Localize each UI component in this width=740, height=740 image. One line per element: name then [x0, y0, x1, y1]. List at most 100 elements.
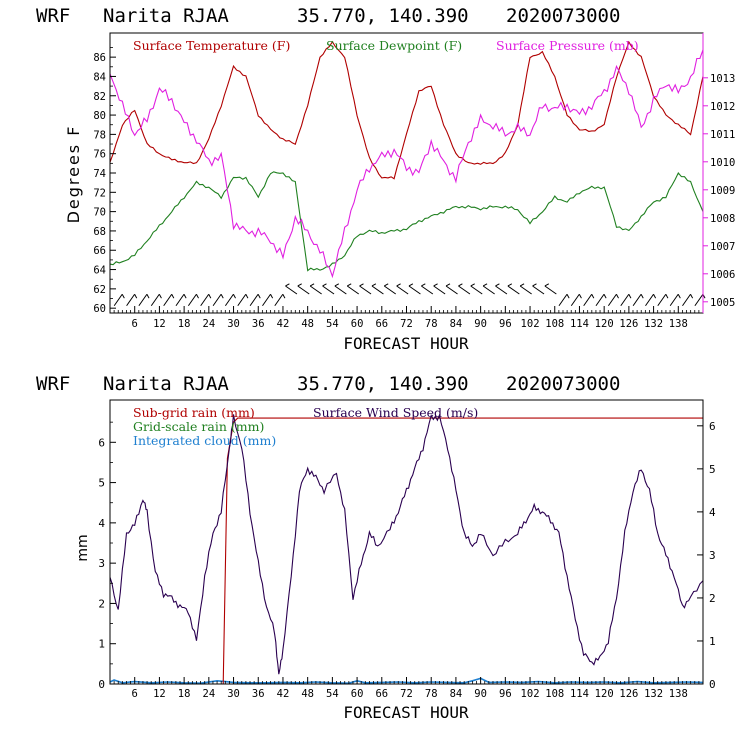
wind-barb-shaft: [682, 293, 691, 307]
wind-barb-shaft: [138, 293, 148, 307]
wind-barb-shaft: [583, 293, 593, 307]
wind-barb-shaft: [470, 285, 483, 295]
wind-barb-flag: [195, 294, 199, 299]
wind-barb-flag: [603, 294, 607, 299]
wind-barb: [433, 283, 446, 295]
bottom-xtick-label: 114: [570, 688, 589, 700]
bottom-xtick-label: 24: [203, 688, 216, 700]
bottom-ytick-right-label: 1: [709, 635, 716, 648]
top-ytick-right-label: 1007: [710, 241, 735, 253]
wind-barb: [346, 283, 360, 295]
top-title-coords: 35.770, 140.390: [297, 5, 469, 27]
wind-barb: [163, 293, 175, 307]
wind-barb-flag: [482, 283, 488, 287]
wind-speed-line: [109, 413, 704, 675]
wind-barb-flag: [322, 283, 327, 287]
top-series-layer: [109, 40, 704, 279]
wind-barb-shaft: [249, 293, 259, 307]
top-title-station: Narita RJAA: [103, 5, 229, 27]
wind-barb-flag: [544, 283, 550, 287]
bottom-ytick-right-label: 2: [709, 592, 716, 605]
wind-barb-flag: [171, 294, 175, 299]
top-xtick-label: 102: [521, 318, 540, 330]
bottom-ytick-left-label: 0: [98, 678, 105, 691]
wind-barb-shaft: [657, 293, 667, 307]
wind-barb-flag: [690, 294, 694, 299]
wind-barb: [262, 293, 274, 307]
bottom-xtick-label: 102: [521, 688, 540, 700]
bottom-xtick-label: 30: [227, 688, 240, 700]
wind-barb: [212, 293, 224, 307]
bottom-xtick-label: 36: [252, 688, 265, 700]
top-ytick-left-label: 74: [93, 168, 106, 180]
wind-barb-flag: [134, 294, 138, 299]
legend-pressure: Surface Pressure (mb): [496, 38, 639, 53]
bottom-xtick-label: 78: [425, 688, 438, 700]
wind-barb-shaft: [163, 293, 173, 307]
wind-barb: [113, 293, 125, 307]
wind-barb-flag: [566, 294, 570, 299]
bottom-ytick-right-label: 6: [709, 420, 716, 433]
bottom-title-station: Narita RJAA: [103, 373, 229, 395]
top-xtick-label: 96: [499, 318, 512, 330]
bottom-xtick-label: 108: [545, 688, 564, 700]
wind-barb: [607, 293, 619, 307]
wind-barb-shaft: [607, 293, 617, 307]
wind-barb-shaft: [595, 293, 605, 307]
wind-barb-flag: [309, 283, 315, 287]
wind-barb: [669, 293, 681, 307]
top-ytick-right-label: 1009: [710, 185, 735, 197]
top-xtick-label: 60: [351, 318, 364, 330]
bottom-ytick-right-label: 5: [709, 463, 716, 476]
wind-barb-shaft: [632, 293, 642, 307]
top-xtick-label: 132: [644, 318, 663, 330]
wind-barb-shaft: [297, 285, 310, 295]
subgrid-rain-line: [110, 417, 703, 685]
wind-barb-shaft: [212, 293, 222, 307]
bottom-xtick-label: 84: [450, 688, 463, 700]
top-xtick-label: 24: [203, 318, 216, 330]
top-xtick-label: 72: [400, 318, 413, 330]
top-xtick-label: 18: [178, 318, 191, 330]
wind-barb-flag: [578, 294, 582, 299]
top-ylabel: Degrees F: [64, 125, 83, 224]
top-ytick-left-label: 84: [93, 71, 106, 83]
wind-barb-shaft: [200, 293, 210, 307]
wind-barb-shaft: [274, 293, 284, 307]
wind-barb-shaft: [558, 293, 568, 307]
wind-barb-shaft: [359, 285, 372, 295]
wind-barb-flag: [232, 294, 236, 299]
bottom-ytick-right-label: 0: [709, 678, 716, 691]
wind-barb: [249, 293, 261, 307]
wind-barb-shaft: [408, 285, 421, 295]
wind-barb-shaft: [544, 285, 557, 295]
wind-barb-flag: [445, 283, 451, 287]
bottom-xtick-label: 126: [619, 688, 638, 700]
bottom-ytick-left-label: 3: [98, 557, 105, 570]
wind-barb-flag: [359, 283, 364, 287]
pressure-line: [109, 49, 704, 279]
bottom-title-init: 2020073000: [506, 373, 620, 395]
top-ytick-left-label: 60: [93, 303, 106, 315]
top-xtick-label: 120: [595, 318, 614, 330]
wind-barbs: [113, 283, 706, 307]
wind-barb-flag: [495, 283, 500, 287]
wind-barb-flag: [532, 283, 537, 287]
wind-barb: [507, 283, 520, 295]
wind-barb: [383, 283, 397, 295]
top-axis-ticks: 6 12 18 24 30 36 42 48 54 60 66 72 78 84 90 96 102 108 114…: [93, 47, 735, 330]
wind-barb-flag: [347, 283, 352, 287]
wind-barb-shaft: [346, 285, 360, 295]
wind-barb: [274, 293, 286, 307]
wind-barb-shaft: [445, 285, 458, 295]
wind-barb: [632, 293, 644, 307]
top-ytick-left-label: 82: [93, 91, 106, 103]
wind-barb-shaft: [383, 285, 397, 295]
top-ytick-left-label: 80: [93, 110, 106, 122]
bottom-xtick-label: 66: [375, 688, 388, 700]
bottom-xtick-label: 18: [178, 688, 191, 700]
wind-barb-shaft: [694, 293, 704, 307]
wind-barb: [334, 283, 347, 295]
wind-barb-flag: [220, 294, 224, 299]
